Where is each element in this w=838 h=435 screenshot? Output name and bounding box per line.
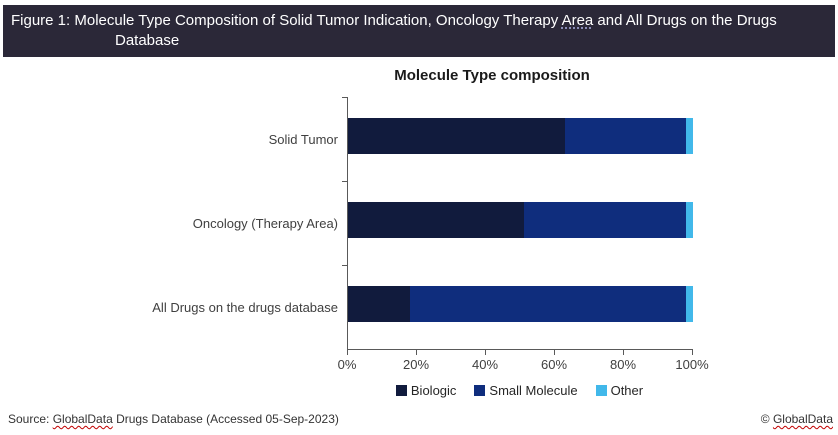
source-brand: GlobalData	[52, 412, 113, 426]
x-axis-tickmark	[623, 350, 624, 355]
x-axis-tick-label: 100%	[675, 357, 709, 372]
legend-item-other: Other	[595, 383, 644, 398]
legend-label-other: Other	[610, 383, 644, 398]
source-suffix: Drugs Database (Accessed 05-Sep-2023)	[112, 412, 339, 426]
bar-segment-biologic	[348, 202, 524, 238]
legend-label-small-molecule: Small Molecule	[489, 383, 578, 398]
figure-caption-area-word: Area	[561, 12, 594, 29]
figure-caption-suffix: and All Drugs on the Drugs	[593, 12, 777, 29]
legend-item-small-molecule: Small Molecule	[474, 383, 578, 398]
source-note: Source: GlobalData Drugs Database (Acces…	[8, 412, 339, 426]
x-axis-tickmarks	[347, 350, 693, 355]
category-axis-labels: Solid Tumor Oncology (Therapy Area) All Dr…	[0, 97, 338, 349]
bar-segment-other	[686, 118, 693, 154]
y-axis-tickmark	[342, 97, 348, 98]
stacked-bar-oncology-therapy-area-	[348, 202, 693, 238]
figure-caption-banner: Figure 1: Molecule Type Composition of S…	[3, 5, 835, 57]
x-axis-tick-label: 60%	[540, 357, 568, 372]
stacked-bar-solid-tumor	[348, 118, 693, 154]
bar-segment-small-molecule	[410, 286, 687, 322]
x-axis-tick-label: 80%	[609, 357, 637, 372]
bar-segment-biologic	[348, 286, 411, 322]
bar-segment-other	[686, 286, 693, 322]
legend-swatch-other	[595, 385, 607, 396]
x-axis-tickmark	[692, 350, 693, 355]
x-axis-tick-label: 0%	[337, 357, 357, 372]
chart-title: Molecule Type composition	[394, 67, 590, 84]
x-axis-tickmark	[554, 350, 555, 355]
copyright-brand: GlobalData	[772, 412, 833, 426]
figure-caption-line2: Database	[115, 32, 180, 49]
x-axis-tick-label: 40%	[471, 357, 499, 372]
figure-caption-prefix: Figure 1: Molecule Type Composition of S…	[11, 12, 562, 29]
chart-band-oncology-therapy-area-	[348, 181, 693, 265]
x-axis-tickmark	[347, 350, 348, 355]
legend-label-biologic: Biologic	[410, 383, 457, 398]
copyright-symbol: ©	[760, 412, 773, 426]
x-axis-tick-labels: 0% 20% 40% 60% 80% 100%	[338, 357, 709, 373]
copyright-note: © GlobalData	[761, 412, 833, 426]
source-prefix: Source:	[8, 412, 53, 426]
bar-segment-biologic	[348, 118, 566, 154]
y-axis-tickmark	[342, 181, 348, 182]
category-label-solid-tumor: Solid Tumor	[268, 131, 338, 147]
category-label-all-drugs-on-the-drugs-database: All Drugs on the drugs database	[152, 299, 338, 315]
stacked-bar-all-drugs-on-the-drugs-database	[348, 286, 693, 322]
legend-item-biologic: Biologic	[395, 383, 457, 398]
x-axis-tickmark	[485, 350, 486, 355]
legend-swatch-biologic	[395, 385, 407, 396]
chart-band-all-drugs-on-the-drugs-database	[348, 265, 693, 349]
figure-caption-line1: Figure 1: Molecule Type Composition of S…	[11, 11, 827, 31]
x-axis-tick-label: 20%	[402, 357, 430, 372]
legend-swatch-small-molecule	[474, 385, 486, 396]
chart-band-solid-tumor	[348, 97, 693, 181]
category-label-oncology-therapy-area-: Oncology (Therapy Area)	[192, 215, 338, 231]
bar-segment-small-molecule	[523, 202, 687, 238]
plot-area	[342, 97, 693, 350]
bar-segment-small-molecule	[565, 118, 687, 154]
bar-segment-other	[686, 202, 693, 238]
x-axis-tickmark	[416, 350, 417, 355]
chart-legend: Biologic Small Molecule Other	[347, 383, 692, 398]
y-axis-tickmark	[342, 265, 348, 266]
